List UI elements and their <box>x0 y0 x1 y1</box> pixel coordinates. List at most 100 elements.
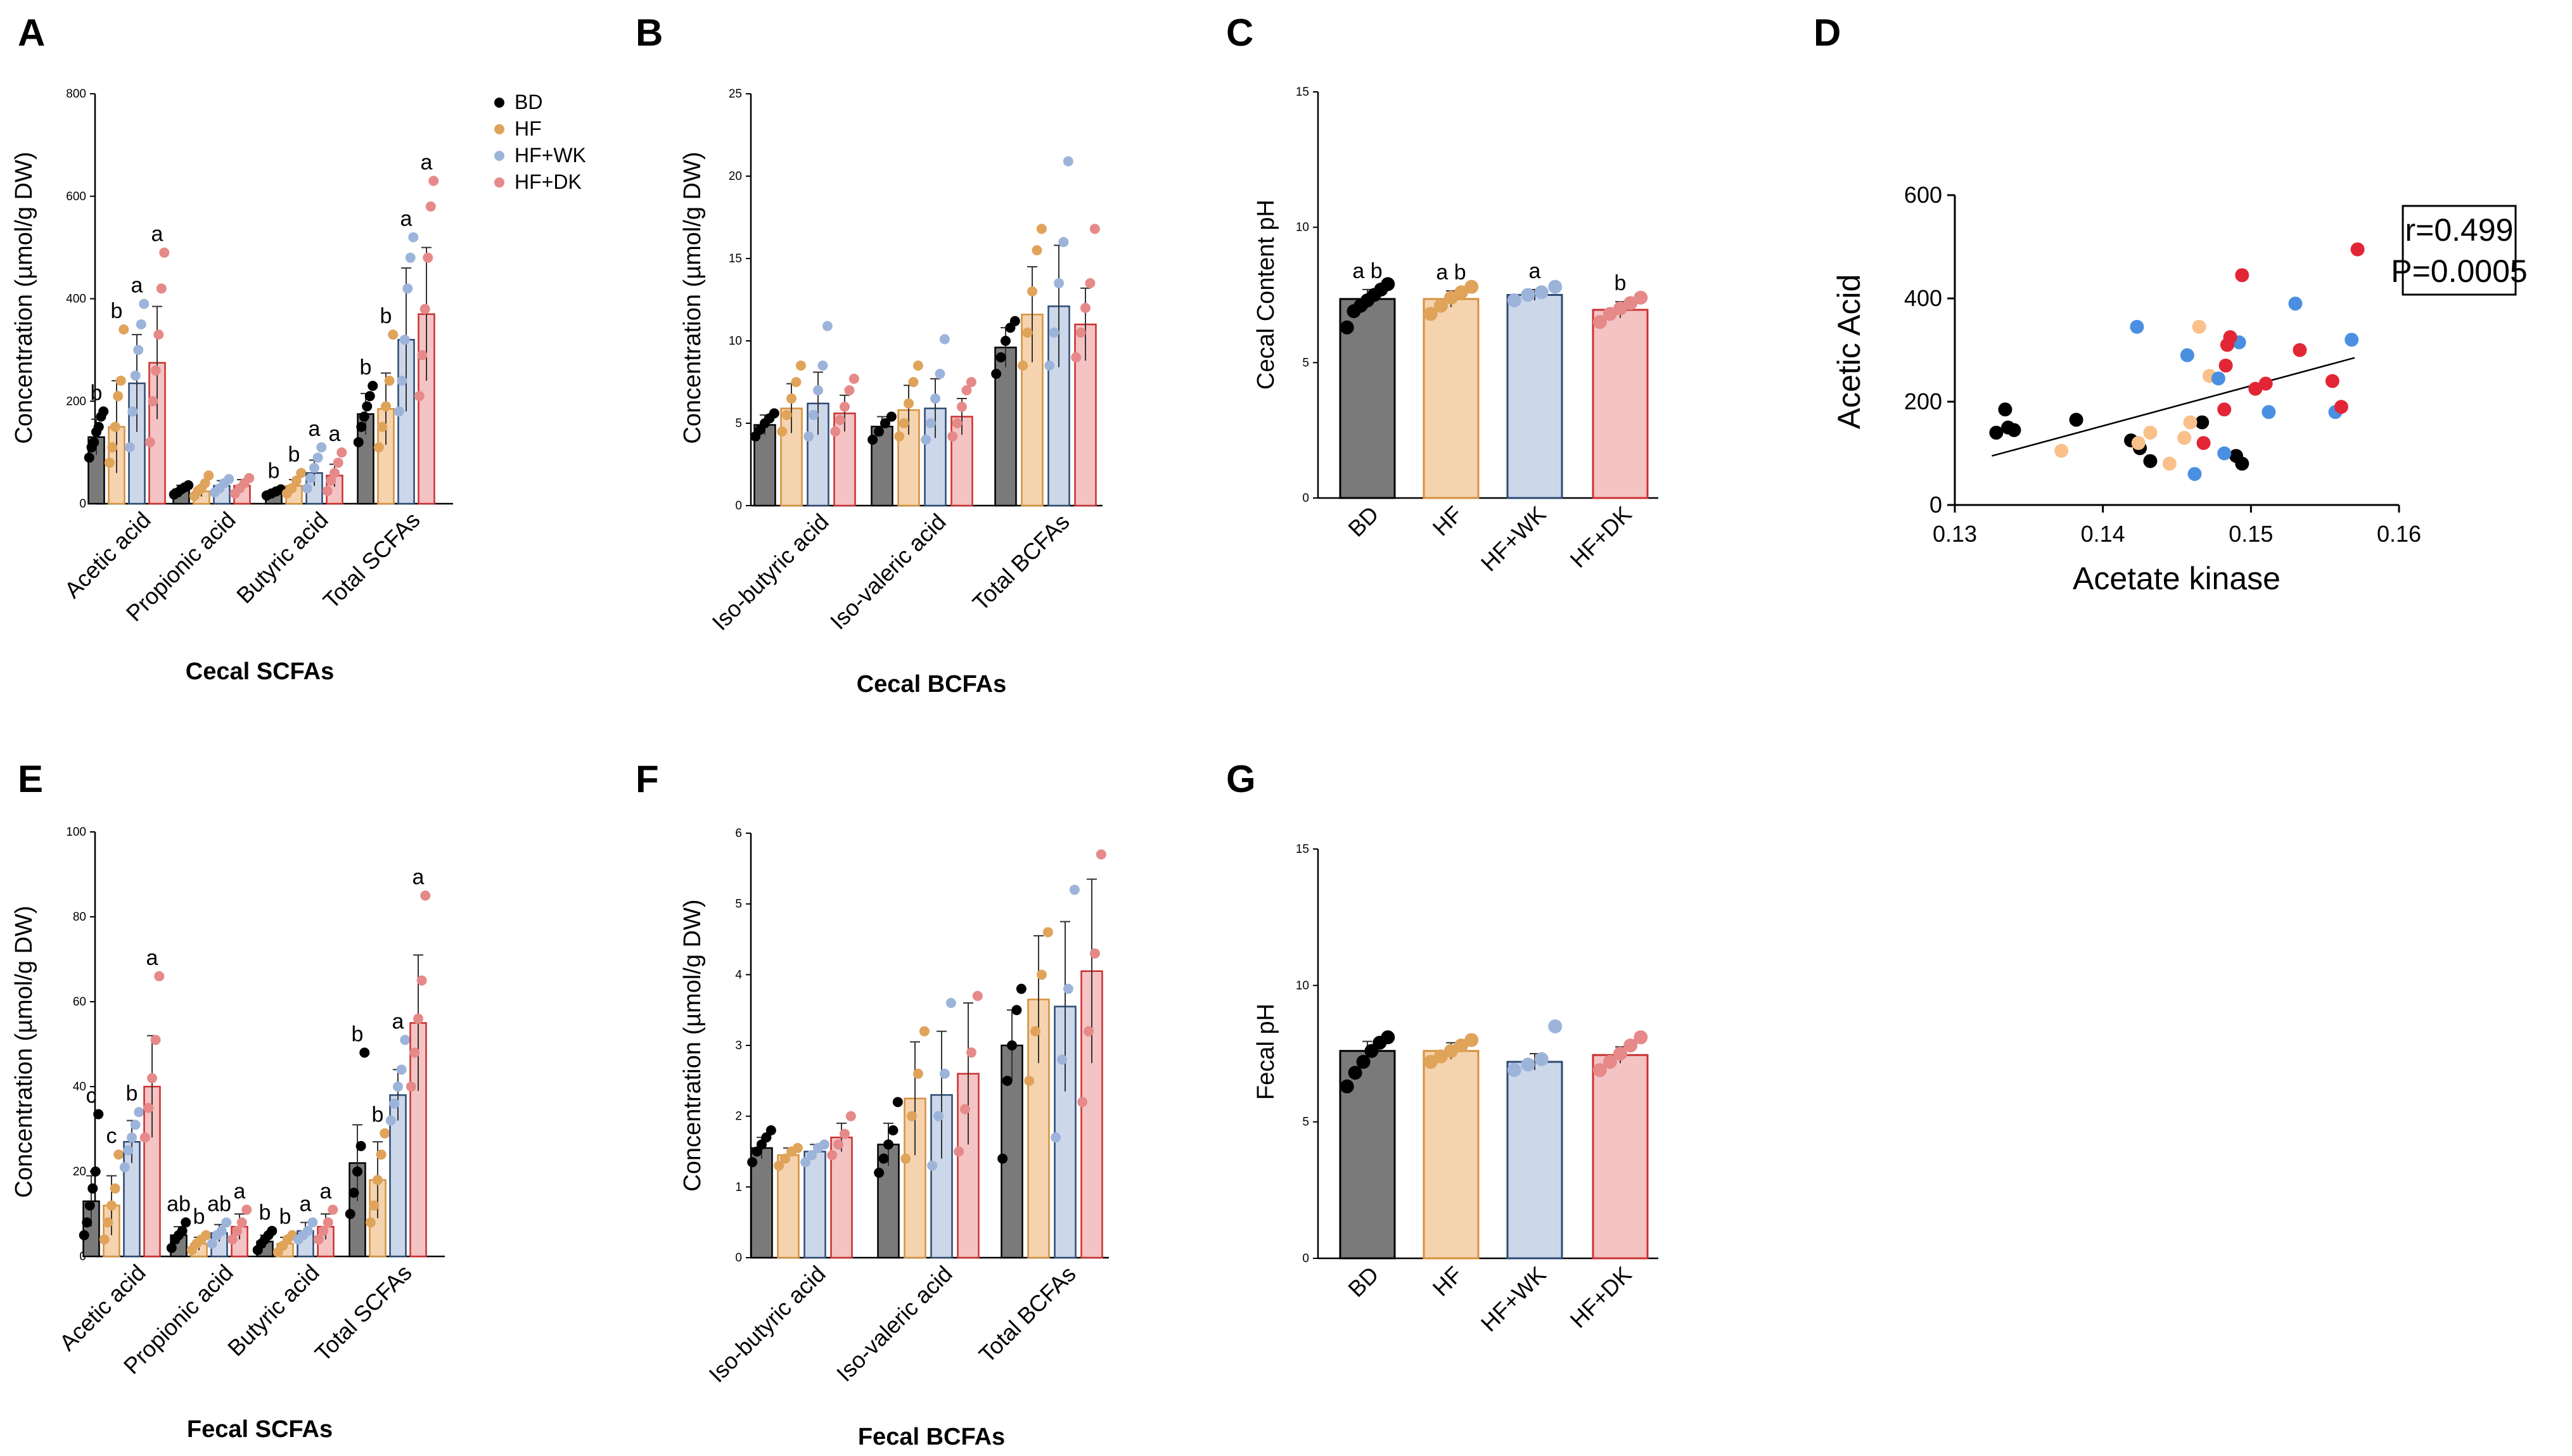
significance-letter: a b <box>1352 259 1382 283</box>
x-axis-title: Cecal SCFAs <box>186 658 334 685</box>
data-point <box>1340 1079 1354 1094</box>
data-point <box>795 361 806 371</box>
data-point <box>1548 1019 1563 1033</box>
data-point <box>393 406 404 417</box>
scatter-point <box>2235 456 2249 471</box>
data-point <box>1071 352 1082 362</box>
panel-label-e: E <box>18 758 43 800</box>
data-point <box>302 1225 313 1236</box>
scatter-point <box>2131 436 2146 450</box>
data-point <box>93 421 104 432</box>
x-category-label: HF+WK <box>1476 501 1551 577</box>
scatter-point <box>2334 400 2348 414</box>
significance-letter: b <box>380 304 392 328</box>
scatter-point <box>2211 371 2225 386</box>
data-point <box>1548 279 1563 294</box>
panel-d: D 0 200 400 600 0.13 0.14 0.15 0.16 Acetate kinas… <box>1814 11 2528 596</box>
significance-letter: a <box>234 1179 246 1203</box>
y-axis-label: Cecal Content pH <box>1253 200 1279 390</box>
data-point <box>99 1234 110 1245</box>
significance-letter: c <box>106 1124 117 1148</box>
data-point <box>402 283 413 294</box>
scatter-point <box>2350 242 2365 257</box>
data-point <box>373 442 384 453</box>
significance-letter: ab <box>167 1192 191 1216</box>
data-point <box>874 1168 885 1178</box>
data-point <box>1044 361 1055 371</box>
data-point <box>894 431 905 442</box>
legend-label: HF+DK <box>515 170 582 193</box>
data-point <box>384 375 395 386</box>
data-point <box>1521 288 1535 302</box>
data-point <box>428 176 439 186</box>
significance-letter: b <box>288 442 300 466</box>
x-category-label: Iso-valeric acid <box>825 509 951 635</box>
significance-letter: a <box>300 1192 312 1216</box>
data-point <box>305 473 316 483</box>
data-point <box>919 1026 930 1037</box>
bar-hf-dk <box>1592 309 1649 499</box>
correlation-r: r=0.499 <box>2405 212 2514 248</box>
y-tick-label: 0 <box>79 497 86 511</box>
x-category-label: Total SCFAs <box>310 1260 417 1367</box>
y-tick-label: 1 <box>735 1180 742 1194</box>
y-tick-label: 60 <box>73 995 86 1009</box>
x-category-label: HF <box>1428 1261 1468 1301</box>
significance-letter: a <box>392 1009 404 1033</box>
x-category-label: Iso-butyric acid <box>703 1261 830 1388</box>
scatter-point <box>2248 381 2263 396</box>
significance-letter: b <box>259 1201 271 1225</box>
panel-label-b: B <box>636 11 663 54</box>
data-point <box>127 1132 137 1143</box>
data-point <box>359 411 369 422</box>
data-point <box>423 252 433 263</box>
data-point <box>148 396 158 407</box>
data-point <box>221 1217 232 1228</box>
data-point <box>203 470 214 481</box>
data-point <box>130 1120 141 1130</box>
significance-letter: b <box>91 381 103 405</box>
data-point <box>833 1139 844 1150</box>
data-point <box>364 391 375 402</box>
data-point <box>966 377 976 387</box>
data-point <box>87 1183 98 1194</box>
y-tick-label: 4 <box>735 968 742 981</box>
y-tick-label: 5 <box>735 898 742 911</box>
data-point <box>800 1157 811 1168</box>
data-point <box>302 483 312 494</box>
data-point <box>236 1217 247 1228</box>
significance-letter: ab <box>207 1192 231 1216</box>
y-tick-label: 0 <box>1302 492 1309 505</box>
scatter-point <box>2007 423 2021 437</box>
x-axis-title: Fecal BCFAs <box>858 1424 1005 1450</box>
data-point <box>224 474 234 485</box>
data-point <box>1381 277 1395 291</box>
data-point <box>166 1242 177 1253</box>
scatter-point <box>2217 446 2232 461</box>
x-category-label: Iso-butyric acid <box>707 509 833 635</box>
data-point <box>329 468 340 478</box>
data-point <box>1464 279 1479 294</box>
data-point <box>899 418 909 428</box>
data-point <box>333 457 343 468</box>
data-point <box>1002 1075 1013 1086</box>
data-point <box>1049 328 1059 338</box>
stats-box <box>2402 205 2517 296</box>
significance-letter: b <box>372 1103 384 1127</box>
data-point <box>839 1128 850 1139</box>
data-point <box>207 1238 217 1249</box>
scatter-point <box>2223 330 2237 345</box>
significance-letter: b <box>1615 271 1627 295</box>
data-point <box>954 1146 964 1157</box>
data-point <box>147 1073 157 1083</box>
p-value: P=0.0005 <box>2391 253 2527 289</box>
scatter-point <box>2262 405 2276 419</box>
data-point <box>1623 296 1638 310</box>
scatter-point <box>2187 467 2202 482</box>
significance-letter: b <box>360 355 372 380</box>
data-point <box>822 321 833 331</box>
data-point <box>769 408 779 419</box>
data-point <box>291 475 302 486</box>
data-point <box>808 410 819 420</box>
data-point <box>425 201 436 212</box>
